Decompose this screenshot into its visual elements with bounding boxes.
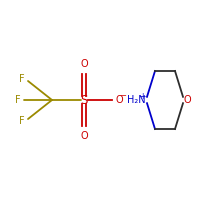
Text: H₂N: H₂N — [127, 95, 146, 105]
Text: F: F — [15, 95, 21, 105]
Text: O: O — [184, 95, 191, 105]
Text: +: + — [140, 92, 146, 101]
Text: S: S — [80, 94, 88, 106]
Text: O: O — [80, 131, 88, 141]
Text: O: O — [115, 95, 123, 105]
Text: −: − — [119, 92, 126, 100]
Text: F: F — [19, 116, 25, 126]
Text: F: F — [19, 74, 25, 84]
Text: O: O — [80, 59, 88, 69]
